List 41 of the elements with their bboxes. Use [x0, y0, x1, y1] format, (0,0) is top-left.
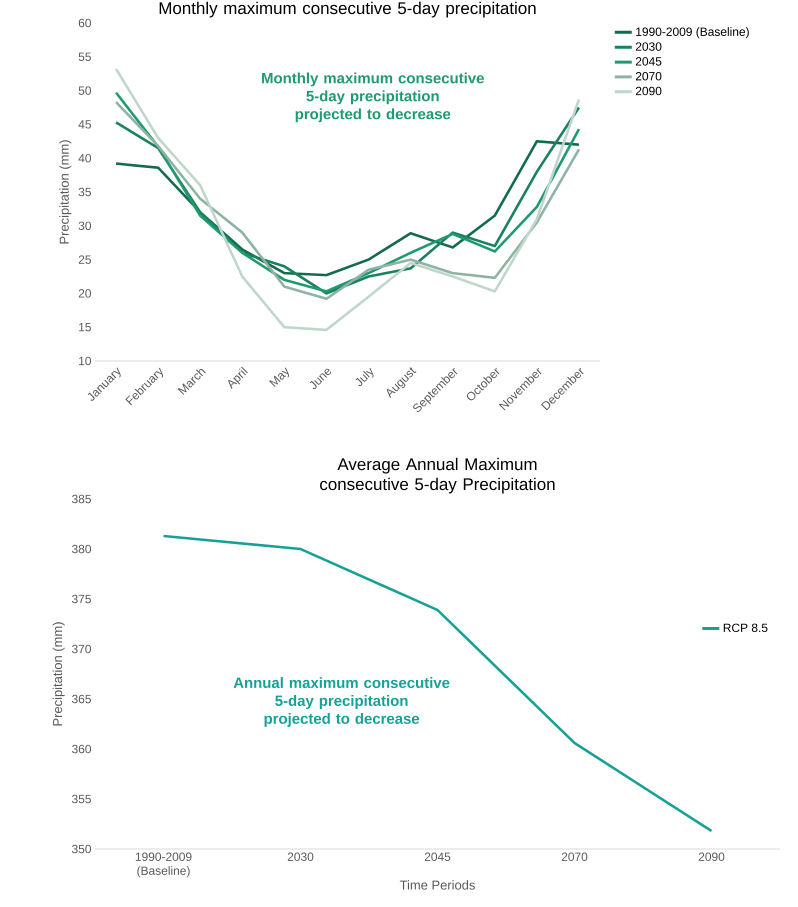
y-tick-label: 30 [78, 222, 92, 230]
y-tick-label: 385 [72, 494, 91, 504]
legend-label: 1990-2009 (Baseline) [636, 27, 749, 38]
annotation: Monthly maximum consecutive 5-day precipitation projected to decrease [262, 72, 484, 122]
y-tick-label: 380 [72, 544, 92, 554]
legend-label: RCP 8.5 [724, 624, 768, 632]
y-axis-title: Precipitation (mm) [52, 622, 65, 726]
line-series [114, 68, 580, 332]
chart-title: Monthly maximum consecutive 5-day precipitation [160, 2, 536, 18]
legend-label: 2045 [636, 57, 662, 66]
y-tick-label: 350 [72, 844, 92, 854]
x-tick-label: 2045 [424, 852, 450, 861]
x-tick-label: July [356, 368, 374, 386]
y-tick-label: 15 [79, 323, 91, 332]
x-tick-label: 1990-2009 (Baseline) [136, 852, 192, 878]
y-tick-label: 25 [78, 255, 91, 264]
y-tick-label: 370 [72, 644, 92, 654]
y-tick-label: 375 [72, 594, 91, 604]
y-tick-label: 20 [78, 289, 92, 298]
y-tick-label: 35 [78, 188, 91, 196]
x-tick-label: 2070 [562, 852, 588, 861]
annotation: Annual maximum consecutive 5-day precipitation projected to decrease [234, 677, 450, 727]
line-series [162, 534, 713, 832]
chart-title: Average Annual Maximum consecutive 5-day Precipitation [320, 458, 554, 494]
y-tick-label: 360 [72, 744, 92, 754]
legend-label: 2090 [636, 86, 662, 96]
y-tick-label: 45 [78, 120, 91, 129]
x-tick-label: 2090 [698, 852, 724, 861]
y-tick-label: 60 [78, 18, 92, 28]
x-tick-label: 2030 [288, 852, 314, 861]
y-tick-label: 10 [79, 356, 92, 366]
y-axis-title: Precipitation (mm) [59, 140, 72, 244]
y-tick-label: 365 [72, 694, 91, 704]
x-axis-title: Time Periods [400, 880, 475, 890]
legend-label: 2070 [636, 72, 662, 80]
y-tick-label: 50 [78, 86, 92, 95]
x-tick-label: May [269, 367, 290, 388]
legend-label: 2030 [636, 42, 662, 51]
y-tick-label: 40 [78, 154, 92, 162]
y-tick-label: 355 [72, 794, 91, 804]
y-tick-label: 55 [78, 52, 91, 61]
